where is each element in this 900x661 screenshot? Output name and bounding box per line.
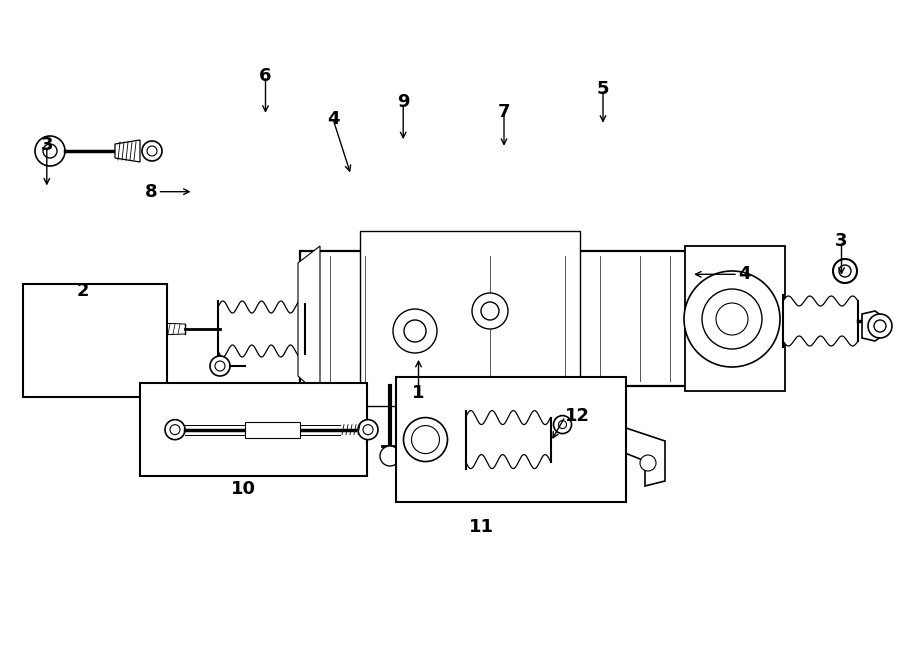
- Circle shape: [363, 424, 373, 435]
- Circle shape: [684, 271, 780, 367]
- Bar: [245, 422, 300, 438]
- Bar: [360, 231, 580, 406]
- Circle shape: [716, 303, 748, 335]
- Circle shape: [147, 146, 157, 156]
- Text: 8: 8: [145, 182, 158, 201]
- Circle shape: [170, 424, 180, 435]
- Circle shape: [702, 289, 762, 349]
- Circle shape: [404, 320, 426, 342]
- Text: 2: 2: [76, 282, 89, 300]
- Bar: [396, 377, 626, 502]
- Circle shape: [559, 420, 566, 428]
- Text: 11: 11: [469, 518, 494, 537]
- Text: 10: 10: [230, 480, 256, 498]
- Circle shape: [481, 302, 499, 320]
- Circle shape: [215, 361, 225, 371]
- Circle shape: [833, 259, 857, 283]
- Circle shape: [43, 144, 57, 158]
- Bar: [685, 246, 785, 391]
- Circle shape: [380, 446, 400, 466]
- Polygon shape: [862, 311, 882, 341]
- Circle shape: [411, 426, 439, 453]
- Text: 5: 5: [597, 80, 609, 98]
- Circle shape: [603, 449, 621, 467]
- Circle shape: [142, 141, 162, 161]
- Circle shape: [393, 309, 437, 353]
- Circle shape: [35, 136, 65, 166]
- Circle shape: [56, 344, 70, 358]
- Circle shape: [440, 439, 460, 459]
- Circle shape: [210, 356, 230, 376]
- Polygon shape: [490, 409, 545, 441]
- Bar: [22, 284, 166, 397]
- Circle shape: [874, 320, 886, 332]
- Circle shape: [49, 337, 77, 365]
- Text: 7: 7: [498, 103, 510, 122]
- Polygon shape: [580, 426, 665, 486]
- Polygon shape: [115, 140, 140, 162]
- Polygon shape: [298, 246, 320, 396]
- Bar: [300, 251, 705, 386]
- Text: 4: 4: [738, 265, 751, 284]
- Polygon shape: [270, 406, 325, 476]
- Text: 3: 3: [835, 232, 848, 251]
- Circle shape: [554, 416, 572, 434]
- Circle shape: [868, 314, 892, 338]
- Circle shape: [472, 293, 508, 329]
- Bar: [140, 383, 367, 476]
- Polygon shape: [100, 322, 130, 336]
- Circle shape: [55, 321, 71, 337]
- Circle shape: [640, 455, 656, 471]
- Text: 6: 6: [259, 67, 272, 85]
- Text: 1: 1: [412, 384, 425, 403]
- Text: 4: 4: [327, 110, 339, 128]
- Circle shape: [304, 435, 316, 447]
- Circle shape: [47, 313, 79, 345]
- Circle shape: [403, 418, 447, 461]
- Circle shape: [165, 420, 185, 440]
- Text: 9: 9: [397, 93, 410, 112]
- Circle shape: [277, 435, 293, 451]
- Text: 12: 12: [565, 407, 590, 426]
- Circle shape: [839, 265, 851, 277]
- Circle shape: [358, 420, 378, 440]
- Text: 3: 3: [40, 136, 53, 155]
